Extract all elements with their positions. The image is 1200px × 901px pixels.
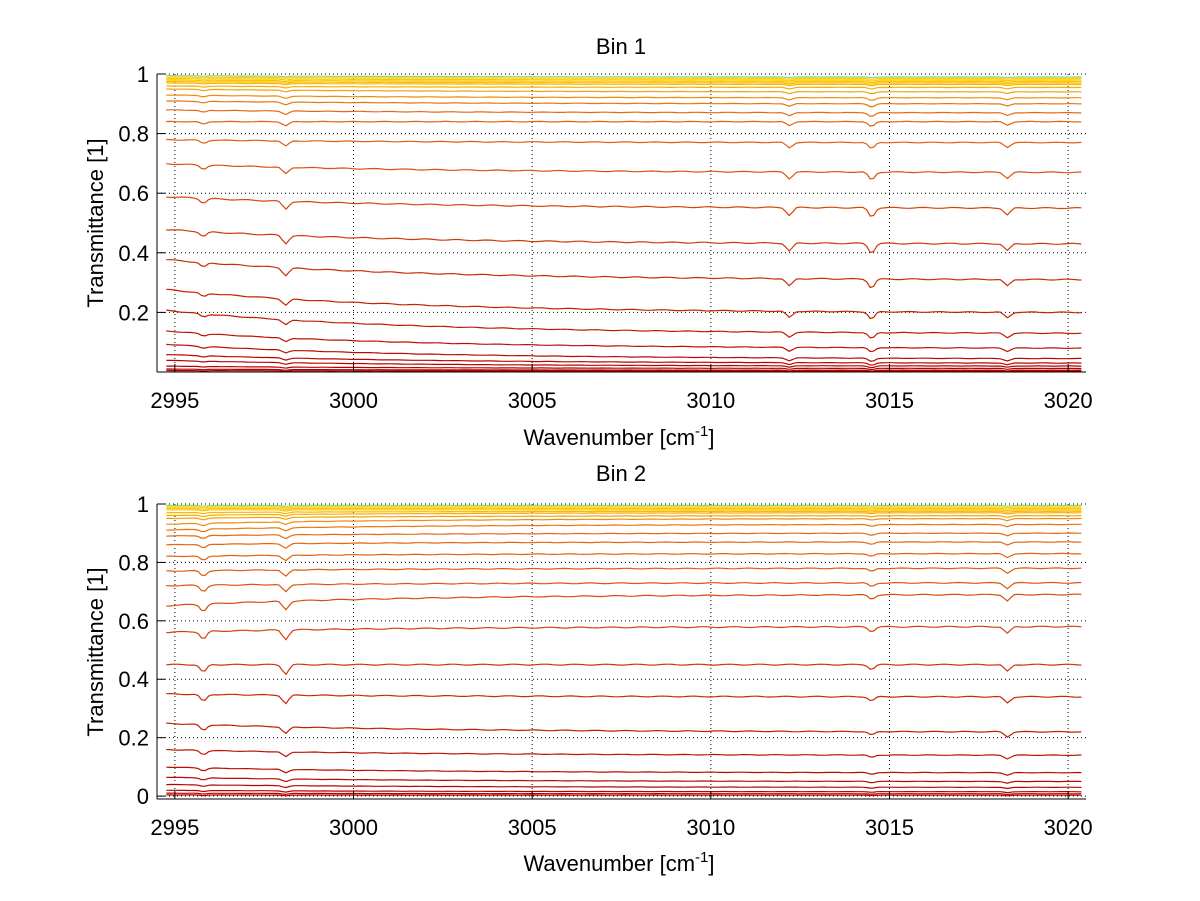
series-line [166,509,1082,512]
x-tick-label: 3020 [1044,815,1093,840]
series-line [166,94,1082,101]
y-tick-label: 0.2 [118,300,149,325]
series-line [166,792,1082,796]
series-line [166,692,1082,705]
series-line [166,120,1082,127]
series-line [166,748,1082,760]
y-tick-label: 0.6 [118,609,149,634]
series-line [166,783,1082,790]
series-line [166,79,1082,84]
x-tick-label: 3010 [686,388,735,413]
chart-title: Bin 2 [596,461,646,486]
series-line [166,138,1082,149]
series-line [166,82,1082,87]
x-tick-label: 3005 [508,815,557,840]
y-axis-label: Transmittance [1] [83,567,108,736]
series-line [166,365,1082,371]
series-line [166,552,1082,562]
series-line [166,523,1082,533]
series-line [166,369,1082,373]
series-line [166,506,1082,509]
x-tick-label: 3000 [329,388,378,413]
y-tick-label: 0.8 [118,550,149,575]
series-line [166,88,1082,95]
series-line [166,517,1082,527]
series-line [166,74,1082,79]
chart-panel-bin-1: Bin 1 2995 3000 3005 3010 3015 3020 0.2 0.4 0.6 0… [83,34,1093,450]
plot-area: 2995 3000 3005 3010 3015 3020 0.2 0.4 0.6 0.8 1 [118,62,1092,413]
x-axis-label: Wavenumber [cm-1] [523,423,714,450]
series-line [166,512,1082,518]
chart-panel-bin-2: Bin 2 2995 3000 3005 3010 3015 3020 0 0.2 0.4 0.6… [83,461,1093,876]
series-line [166,330,1082,353]
y-tick-label: 0.4 [118,667,149,692]
chart-title: Bin 1 [596,34,646,59]
series-line [166,229,1082,254]
series-line [166,504,1082,507]
series-line [166,109,1082,118]
y-tick-label: 1 [137,62,149,87]
y-tick-label: 0.8 [118,122,149,147]
x-tick-label: 3015 [865,815,914,840]
y-tick-label: 0.4 [118,241,149,266]
x-axis-label-text: Wavenumber [cm [523,851,695,876]
series-line [166,593,1082,612]
series-line [166,259,1082,289]
series-line [166,100,1082,108]
x-tick-label: 3000 [329,815,378,840]
series-line [166,789,1082,794]
series-line [166,343,1082,362]
series-line [166,163,1082,180]
x-tick-label: 3010 [686,815,735,840]
x-axis-label-superscript: -1 [695,423,708,440]
series-line [166,625,1082,641]
y-axis-label: Transmittance [1] [83,138,108,307]
x-tick-label: 2995 [150,815,199,840]
y-tick-label: 0.2 [118,726,149,751]
y-tick-label: 0 [137,784,149,809]
series-line [166,776,1082,784]
x-axis-label: Wavenumber [cm-1] [523,849,714,876]
series-line [166,722,1082,738]
series-line [166,514,1082,521]
series-line [166,85,1082,90]
series-line [166,368,1082,372]
series-line [166,359,1082,369]
y-tick-label: 0.6 [118,181,149,206]
series-line [166,766,1082,776]
x-axis-label-close: ] [708,425,714,450]
series-line [166,663,1082,676]
series-line [166,532,1082,540]
y-tick-label: 1 [137,492,149,517]
series-line [166,76,1082,80]
series-line [166,309,1082,339]
series-line [166,288,1082,320]
x-tick-label: 3020 [1044,388,1093,413]
series-line [166,581,1082,593]
x-axis-label-text: Wavenumber [cm [523,425,695,450]
series-line [166,794,1082,797]
plot-area: 2995 3000 3005 3010 3015 3020 0 0.2 0.4 0.6 0.8 1 [118,492,1092,840]
series-line [166,567,1082,577]
x-tick-label: 3005 [508,388,557,413]
x-tick-label: 2995 [150,388,199,413]
series-line [166,507,1082,511]
series-line [166,78,1082,82]
x-axis-label-close: ] [708,851,714,876]
series-line [166,196,1082,217]
series-line [166,541,1082,549]
series-line [166,354,1082,366]
x-axis-label-superscript: -1 [695,849,708,866]
x-tick-label: 3015 [865,388,914,413]
series-line [166,80,1082,85]
series-line [166,510,1082,515]
